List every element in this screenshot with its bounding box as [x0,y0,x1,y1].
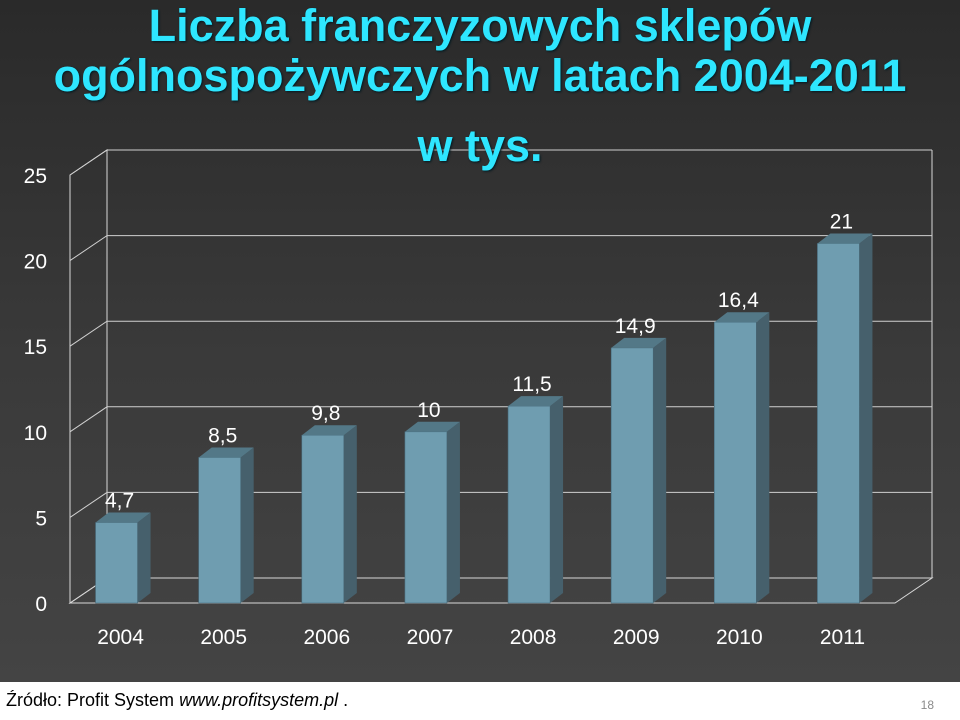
footer-bar [0,682,960,720]
bar-series [95,233,873,604]
data-label: 16,4 [718,289,759,312]
gridline [69,320,932,347]
bar-top [301,425,357,436]
bar-side [859,233,873,604]
page-number: 18 [920,698,934,712]
bar-side [446,421,460,603]
data-label: 21 [830,210,853,233]
y-tick-label: 15 [24,336,47,359]
x-tick-label: 2010 [716,626,763,649]
chart-title-unit: w tys. [417,120,543,171]
y-tick-label: 5 [35,507,47,530]
data-label: 10 [417,399,440,422]
data-label: 9,8 [311,402,340,425]
y-tick-label: 20 [24,251,47,274]
bar-side [343,425,357,603]
bar-front [404,431,448,604]
source-text: Źródło: Profit System [6,690,180,710]
y-tick-label: 0 [35,593,47,616]
bar-top [817,233,873,244]
x-tick-label: 2007 [407,626,454,649]
x-tick-label: 2008 [510,626,557,649]
bar-side [653,337,667,603]
bar-front [714,321,757,604]
bar-front [610,347,654,604]
data-label: 4,7 [105,490,134,513]
bar-front [817,243,860,604]
y-axis-ticks: 0 5 10 15 20 25 [24,165,47,616]
bar-front [95,522,138,604]
data-label: 14,9 [615,315,656,338]
data-labels: 4,7 8,5 9,8 10 11,5 14,9 16,4 21 [105,210,853,512]
data-label: 11,5 [512,373,551,396]
bar-front [301,434,345,604]
y-tick-label: 25 [24,165,47,188]
bar-front [507,405,551,604]
source-note: Źródło: Profit System www.profitsystem.p… [6,690,348,711]
bar-top [198,447,254,458]
bar-side [756,312,770,603]
gridline [69,235,932,262]
chart-title-line-2: ogólnospożywczych w latach 2004-2011 [53,50,907,101]
bar-top [714,312,770,323]
bar-front [198,457,241,604]
bar-top [95,512,151,523]
x-tick-label: 2004 [97,626,144,649]
bar-top [611,337,667,348]
data-label: 8,5 [208,424,237,447]
gridline [69,406,932,433]
source-suffix: . [338,690,349,710]
x-tick-label: 2009 [613,626,660,649]
bar-top [404,421,460,432]
bar-side [240,447,254,603]
chart-title-line-1: Liczba franczyzowych sklepów [148,0,812,51]
x-tick-label: 2011 [820,626,865,649]
source-url: www.profitsystem.pl [179,690,339,710]
gridline [69,149,932,176]
x-tick-label: 2006 [303,626,350,649]
bar-top [508,396,564,407]
bar-side [550,396,564,603]
x-axis-ticks: 2004 2005 2006 2007 2008 2009 2010 2011 [97,626,865,649]
bar-side [137,512,151,603]
x-tick-label: 2005 [200,626,247,649]
y-tick-label: 10 [24,422,47,445]
